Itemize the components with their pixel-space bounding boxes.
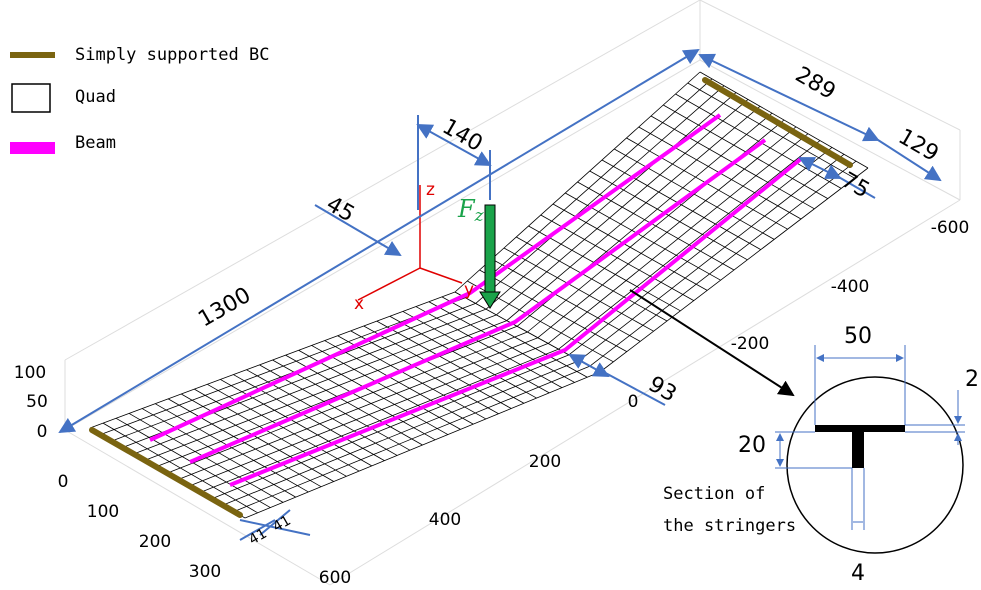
section-web: 4 xyxy=(851,561,865,586)
legend xyxy=(10,52,55,154)
load-symbol: F xyxy=(457,195,476,223)
load-subscript: z xyxy=(474,206,485,226)
tick-label: 0 xyxy=(37,422,48,442)
axis-ticks: 100 50 0 0 100 200 300 200 400 600 -600 -400 -200 0 xyxy=(14,218,970,588)
dim-far-offset: 129 xyxy=(894,124,943,167)
tick-label: 200 xyxy=(139,532,171,552)
dim-gap-kink: 93 xyxy=(644,372,681,408)
triad-y: y xyxy=(464,280,474,300)
tick-label: 400 xyxy=(429,510,461,530)
section-height: 20 xyxy=(738,433,766,458)
tick-label: -200 xyxy=(731,334,770,354)
section-caption: Section of xyxy=(663,484,765,504)
triad-z: z xyxy=(426,180,435,200)
triad xyxy=(357,185,463,301)
dimension-lines xyxy=(58,48,942,541)
section-width: 50 xyxy=(844,324,872,349)
dim-gap-near: 41 xyxy=(270,513,293,536)
section-thickness: 2 xyxy=(965,367,979,392)
tick-label: 600 xyxy=(319,568,351,588)
section xyxy=(629,289,965,554)
section-caption: the stringers xyxy=(663,516,796,536)
tick-label: 0 xyxy=(628,392,639,412)
tick-label: 100 xyxy=(87,502,119,522)
tick-label: -400 xyxy=(831,277,870,297)
tick-label: 100 xyxy=(14,363,46,383)
tick-label: 50 xyxy=(26,392,48,412)
tick-label: -600 xyxy=(931,218,970,238)
legend-label: Simply supported BC xyxy=(75,45,269,65)
dim-gap-near: 41 xyxy=(246,526,269,549)
dim-far-width: 289 xyxy=(791,62,840,105)
tick-label: 300 xyxy=(189,562,221,582)
tick-label: 200 xyxy=(529,452,561,472)
load-label: Fz xyxy=(457,195,485,226)
triad-x: x xyxy=(354,294,364,314)
legend-label: Quad xyxy=(75,87,116,107)
tick-label: 0 xyxy=(58,472,69,492)
legend-label: Beam xyxy=(75,133,116,153)
